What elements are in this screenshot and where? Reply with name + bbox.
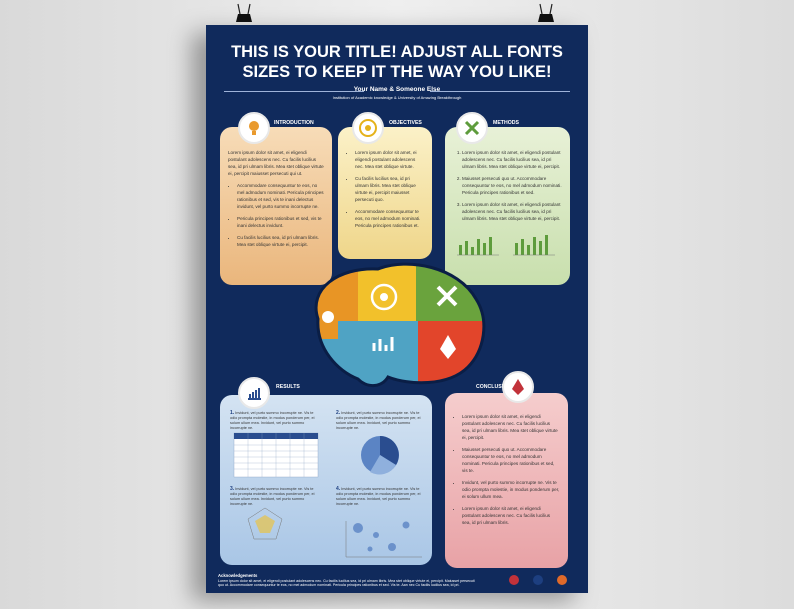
result-graphics [233, 432, 422, 558]
list-item: Maiusset persecuti quo ut. Accommodare c… [462, 175, 562, 196]
objectives-panel: Lorem ipsum dolor sit amet, ei eligendi … [338, 127, 432, 259]
bullet: Accommodare consequuntur te eos, no mel … [237, 182, 324, 210]
rule [224, 91, 364, 92]
bullet: Lorem ipsum dolor sit amet, ei eligendi … [355, 149, 424, 170]
section-heading: METHODS [493, 120, 519, 126]
bullet: Accommodare consequuntur te eos, no mel … [355, 208, 424, 229]
title-line: SIZES TO KEEP IT THE WAY YOU LIKE! [242, 63, 552, 81]
institution: Institution of Academic knowledge & Univ… [332, 95, 462, 100]
bullet: Cu facilis lucilius sea, id pri ulmam li… [355, 175, 424, 203]
binder-clips [236, 3, 554, 22]
authors: Your Name & Someone Else [353, 86, 441, 93]
item-text: Invidunt, vel purto summo incorrupte ne.… [336, 411, 421, 430]
item-number: 4. [336, 486, 341, 492]
item-number: 3. [230, 486, 235, 492]
item-number: 1. [230, 410, 235, 416]
methods-panel: Lorem ipsum dolor sit amet, ei eligendi … [445, 127, 570, 285]
bullet: Invidunt, vel purto summo incorrupte ne.… [462, 479, 560, 500]
bullet: Lorem ipsum dolor sit amet, ei eligendi … [462, 505, 560, 526]
icon [238, 377, 270, 409]
section-heading: CONCLUSION [476, 384, 511, 390]
brain-illustration [314, 262, 486, 387]
conclusion-panel: Lorem ipsum dolor sit amet, ei eligendi … [445, 393, 568, 568]
item-number: 2. [336, 410, 341, 416]
mini-charts [457, 235, 555, 256]
section-heading: OBJECTIVES [389, 120, 422, 126]
list-item: Lorem ipsum dolor sit amet, ei eligendi … [462, 201, 562, 222]
results-panel: 1. Invidunt, vel purto summo incorrupte … [220, 395, 432, 565]
bullet: Pericula principes rationibus et sed, vi… [237, 215, 324, 229]
icon [502, 371, 534, 403]
icon [456, 112, 488, 144]
icon [352, 112, 384, 144]
item-text: Invidunt, vel purto summo incorrupte ne.… [230, 487, 315, 506]
title-line: THIS IS YOUR TITLE! ADJUST ALL FONTS [231, 43, 563, 61]
item-text: Invidunt, vel purto summo incorrupte ne.… [230, 411, 315, 430]
introduction-panel: Lorem ipsum dolor sit amet, ei eligendi … [220, 127, 332, 285]
section-heading: RESULTS [276, 384, 300, 390]
title: THIS IS YOUR TITLE! ADJUST ALL FONTS SIZ… [206, 42, 588, 82]
footer-logos [509, 575, 567, 585]
rule [430, 91, 570, 92]
section-heading: INTRODUCTION [274, 120, 314, 126]
footer: Acknowledgements Lorem ipsum dolor sit a… [218, 573, 478, 588]
bullet: Maiusset persecuti quo ut. Accommodare c… [462, 446, 560, 474]
poster: THIS IS YOUR TITLE! ADJUST ALL FONTS SIZ… [206, 25, 588, 593]
footer-heading: Acknowledgements [218, 573, 258, 578]
icon [238, 112, 270, 144]
paragraph: Lorem ipsum dolor sit amet, ei eligendi … [228, 150, 324, 176]
item-text: Invidunt, vel purto summo incorrupte ne.… [336, 487, 421, 506]
list-item: Lorem ipsum dolor sit amet, ei eligendi … [462, 149, 562, 170]
bullet: Cu facilis lucilius sea, id pri ulmam li… [237, 234, 324, 248]
footer-text: Lorem ipsum dolor sit amet, ei eligendi … [218, 578, 475, 588]
bullet: Lorem ipsum dolor sit amet, ei eligendi … [462, 413, 560, 441]
